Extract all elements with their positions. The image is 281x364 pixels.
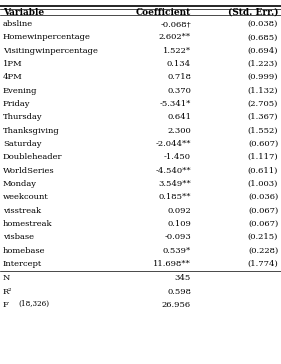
Text: Evening: Evening (3, 87, 37, 95)
Text: (0.685): (0.685) (248, 33, 278, 41)
Text: -1.450: -1.450 (164, 153, 191, 161)
Text: 0.370: 0.370 (167, 87, 191, 95)
Text: 2.602**: 2.602** (159, 33, 191, 41)
Text: 11.698**: 11.698** (153, 260, 191, 268)
Text: -4.540**: -4.540** (155, 167, 191, 175)
Text: Doubleheader: Doubleheader (3, 153, 62, 161)
Text: Intercept: Intercept (3, 260, 42, 268)
Text: (1.003): (1.003) (248, 180, 278, 188)
Text: Thanksgiving: Thanksgiving (3, 127, 60, 135)
Text: (1.367): (1.367) (248, 113, 278, 121)
Text: 1PM: 1PM (3, 60, 22, 68)
Text: (1.117): (1.117) (248, 153, 278, 161)
Text: (0.999): (0.999) (248, 73, 278, 81)
Text: Monday: Monday (3, 180, 37, 188)
Text: visbase: visbase (3, 233, 34, 241)
Text: 0.539*: 0.539* (163, 246, 191, 254)
Text: (0.038): (0.038) (248, 20, 278, 28)
Text: (0.067): (0.067) (248, 206, 278, 214)
Text: homebase: homebase (3, 246, 45, 254)
Text: 3.549**: 3.549** (158, 180, 191, 188)
Text: (0.228): (0.228) (248, 246, 278, 254)
Text: (1.552): (1.552) (248, 127, 278, 135)
Text: 2.300: 2.300 (167, 127, 191, 135)
Text: (0.036): (0.036) (248, 193, 278, 201)
Text: 0.641: 0.641 (167, 113, 191, 121)
Text: -5.341*: -5.341* (160, 100, 191, 108)
Text: 1.522*: 1.522* (163, 47, 191, 55)
Text: (1.223): (1.223) (248, 60, 278, 68)
Text: 345: 345 (175, 274, 191, 282)
Text: Thursday: Thursday (3, 113, 42, 121)
Text: 26.956: 26.956 (162, 301, 191, 309)
Text: (0.607): (0.607) (248, 140, 278, 148)
Text: N: N (3, 274, 10, 282)
Text: Homewinpercentage: Homewinpercentage (3, 33, 91, 41)
Text: (0.215): (0.215) (248, 233, 278, 241)
Text: absline: absline (3, 20, 33, 28)
Text: F: F (3, 301, 9, 309)
Text: 0.185**: 0.185** (158, 193, 191, 201)
Text: 0.109: 0.109 (167, 220, 191, 228)
Text: Saturday: Saturday (3, 140, 41, 148)
Text: Coefficient: Coefficient (136, 8, 191, 17)
Text: 0.092: 0.092 (167, 206, 191, 214)
Text: Friday: Friday (3, 100, 30, 108)
Text: R²: R² (3, 288, 12, 296)
Text: WorldSeries: WorldSeries (3, 167, 55, 175)
Text: -0.068†: -0.068† (160, 20, 191, 28)
Text: visstreak: visstreak (3, 206, 41, 214)
Text: 0.598: 0.598 (167, 288, 191, 296)
Text: 0.718: 0.718 (167, 73, 191, 81)
Text: homestreak: homestreak (3, 220, 53, 228)
Text: 0.134: 0.134 (167, 60, 191, 68)
Text: (0.067): (0.067) (248, 220, 278, 228)
Text: (0.611): (0.611) (248, 167, 278, 175)
Text: (18,326): (18,326) (18, 300, 49, 308)
Text: (1.774): (1.774) (248, 260, 278, 268)
Text: (Std. Err.): (Std. Err.) (228, 8, 278, 17)
Text: 4PM: 4PM (3, 73, 22, 81)
Text: weekcount: weekcount (3, 193, 49, 201)
Text: -2.044**: -2.044** (156, 140, 191, 148)
Text: (2.705): (2.705) (248, 100, 278, 108)
Text: (0.694): (0.694) (248, 47, 278, 55)
Text: (1.132): (1.132) (248, 87, 278, 95)
Text: Visitingwinpercentage: Visitingwinpercentage (3, 47, 98, 55)
Text: Variable: Variable (3, 8, 44, 17)
Text: -0.093: -0.093 (164, 233, 191, 241)
